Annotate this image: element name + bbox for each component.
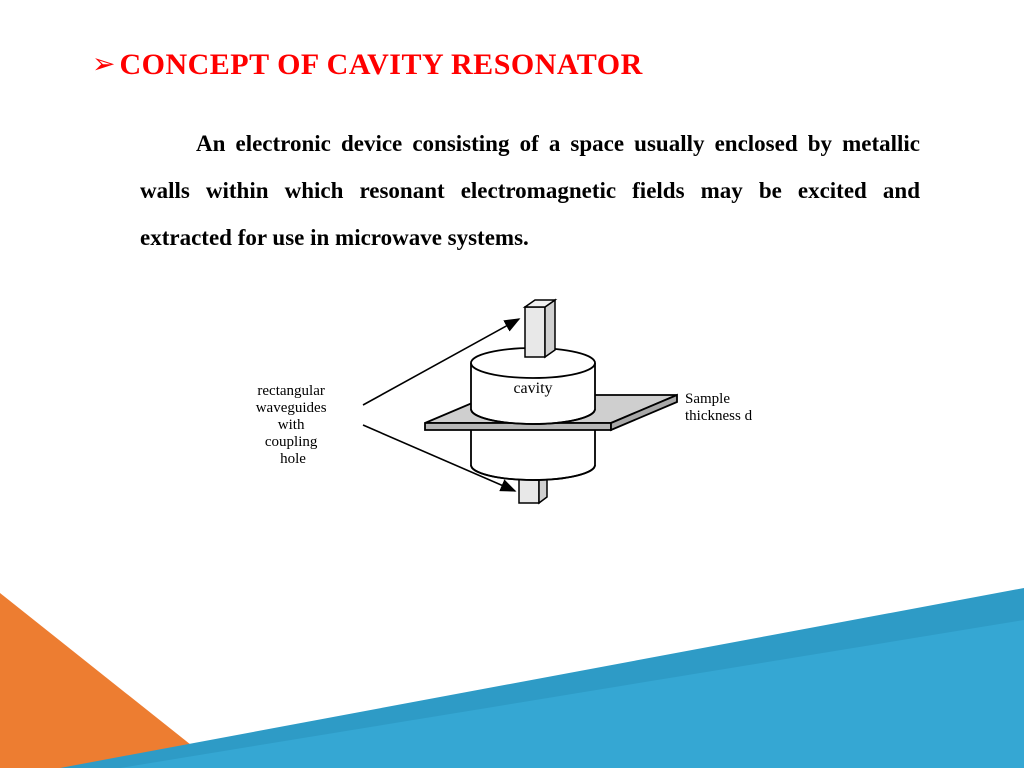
label-right-l2: thickness d — [685, 408, 753, 424]
page-title: CONCEPT OF CAVITY RESONATOR — [119, 48, 642, 82]
cavity-diagram: rectangular waveguides with coupling hol… — [225, 285, 785, 535]
footer-decoration — [0, 558, 1024, 768]
top-waveguide — [525, 300, 555, 357]
title-row: ➢ CONCEPT OF CAVITY RESONATOR — [92, 48, 643, 82]
footer-orange — [0, 593, 220, 768]
label-left-l2: waveguides — [256, 400, 327, 416]
label-left: rectangular waveguides with coupling hol… — [256, 383, 331, 467]
label-left-l1: rectangular — [257, 383, 324, 399]
label-cavity: cavity — [513, 380, 552, 397]
label-left-l5: hole — [280, 451, 306, 467]
label-left-l4: coupling — [265, 434, 318, 450]
body-paragraph: An electronic device consisting of a spa… — [140, 120, 920, 261]
bullet-icon: ➢ — [92, 51, 115, 79]
label-right-l1: Sample — [685, 391, 730, 407]
label-right: Sample thickness d — [685, 391, 753, 424]
label-left-l3: with — [278, 417, 305, 433]
